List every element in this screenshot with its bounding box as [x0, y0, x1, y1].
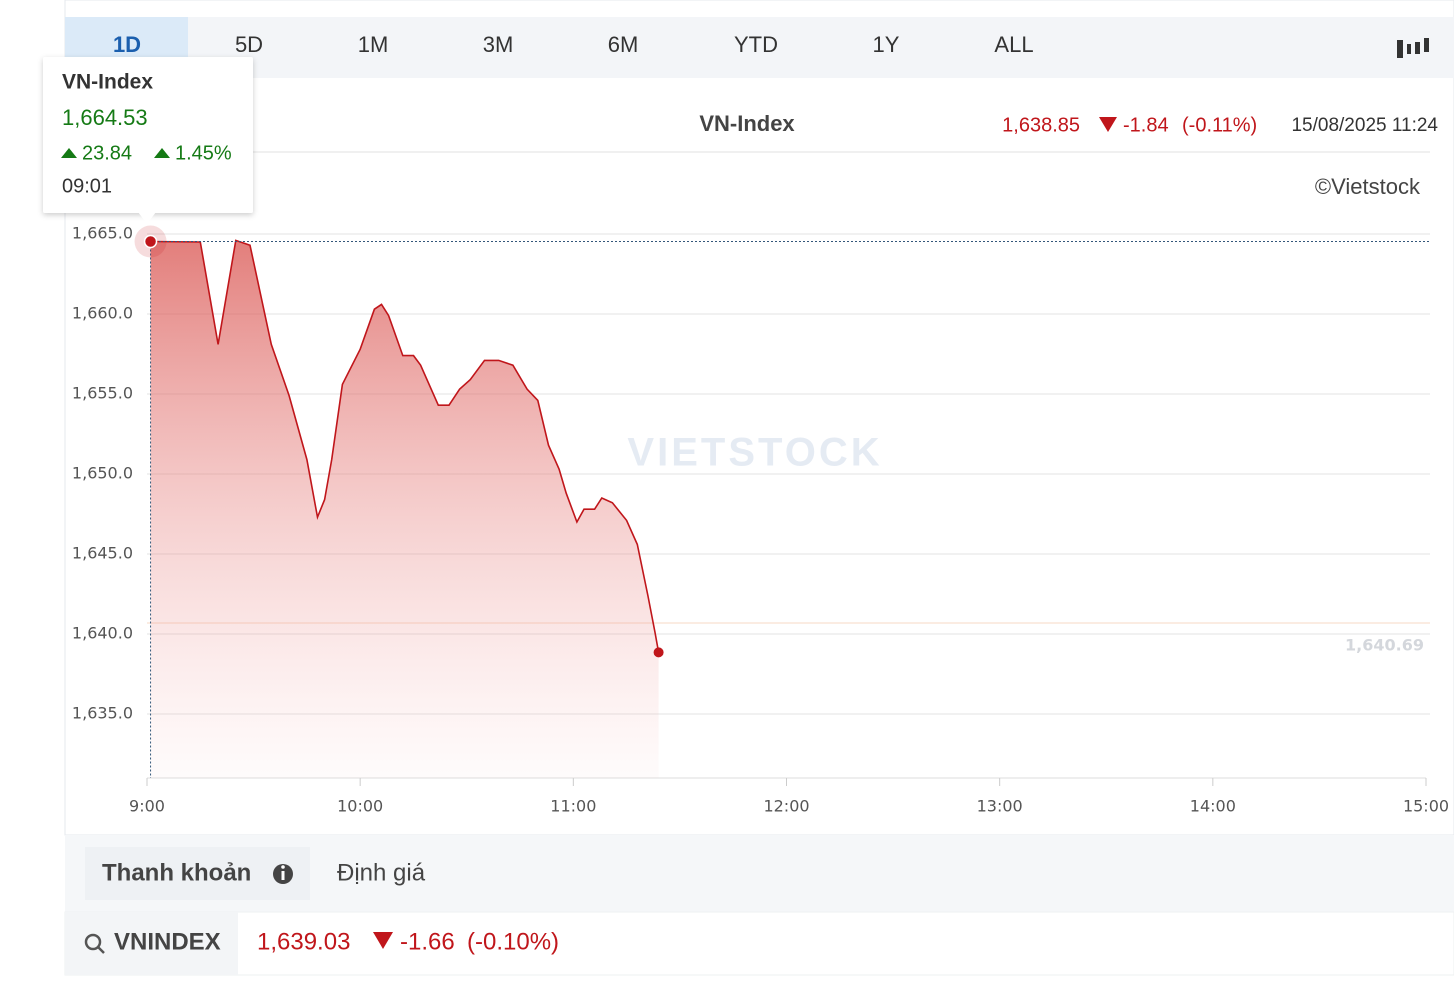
range-tab[interactable]: YTD	[734, 32, 778, 57]
chart-title: VN-Index	[699, 111, 795, 136]
bottom-tab[interactable]: Định giá	[337, 859, 426, 886]
down-arrow	[1099, 117, 1117, 132]
x-tick-label: 10:00	[337, 797, 383, 816]
quote-change-pct: (-0.10%)	[467, 928, 559, 955]
y-tick-label: 1,655.0	[72, 384, 133, 403]
range-tab[interactable]: 6M	[608, 32, 639, 57]
tooltip-change: 23.84	[82, 142, 132, 164]
header-change: -1.84	[1123, 114, 1169, 136]
search-icon[interactable]	[84, 933, 105, 954]
tab-bar	[65, 17, 1454, 78]
range-tab[interactable]: 3M	[483, 32, 514, 57]
y-tick-label: 1,660.0	[72, 304, 133, 323]
candle-icon[interactable]	[1397, 38, 1429, 58]
hover-point	[143, 234, 158, 249]
watermark: VIETSTOCK	[627, 431, 882, 475]
quote-symbol: VNINDEX	[114, 928, 221, 955]
bottom-tab[interactable]: Thanh khoản	[102, 859, 251, 886]
range-tab[interactable]: 1M	[358, 32, 389, 57]
quote-change: -1.66	[400, 928, 455, 955]
range-tab[interactable]: ALL	[994, 32, 1033, 57]
x-tick-label: 9:00	[129, 797, 165, 816]
x-tick-label: 11:00	[550, 797, 596, 816]
area	[150, 240, 659, 778]
header-datetime: 15/08/2025 11:24	[1291, 115, 1438, 136]
x-tick-label: 15:00	[1403, 797, 1449, 816]
y-tick-label: 1,665.0	[72, 224, 133, 243]
x-tick-label: 12:00	[763, 797, 809, 816]
info-icon[interactable]	[273, 864, 293, 884]
down-arrow	[373, 932, 393, 949]
range-tab[interactable]: 5D	[235, 32, 263, 57]
header-change-pct: (-0.11%)	[1182, 114, 1257, 136]
range-tab[interactable]: 1D	[113, 32, 141, 57]
tooltip-title: VN-Index	[62, 71, 153, 94]
y-tick-label: 1,650.0	[72, 464, 133, 483]
range-tab[interactable]: 1Y	[873, 32, 900, 57]
header-price: 1,638.85	[1002, 114, 1080, 136]
up-arrow	[61, 148, 77, 158]
bottom-active-tab[interactable]	[85, 847, 310, 900]
copyright: ©Vietstock	[1315, 174, 1421, 199]
x-tick-label: 14:00	[1190, 797, 1236, 816]
y-tick-label: 1,635.0	[72, 704, 133, 723]
x-tick-label: 13:00	[977, 797, 1023, 816]
tooltip-price: 1,664.53	[62, 105, 148, 130]
reference-label: 1,640.69	[1345, 635, 1424, 654]
last-point	[653, 647, 664, 658]
y-tick-label: 1,645.0	[72, 544, 133, 563]
tooltip-change-pct: 1.45%	[175, 142, 232, 164]
up-arrow	[154, 148, 170, 158]
y-tick-label: 1,640.0	[72, 624, 133, 643]
tooltip-time: 09:01	[62, 175, 112, 197]
quote-price: 1,639.03	[257, 928, 350, 955]
tooltip-pointer	[138, 212, 156, 224]
line	[150, 239, 660, 653]
tooltip-box	[43, 57, 253, 213]
